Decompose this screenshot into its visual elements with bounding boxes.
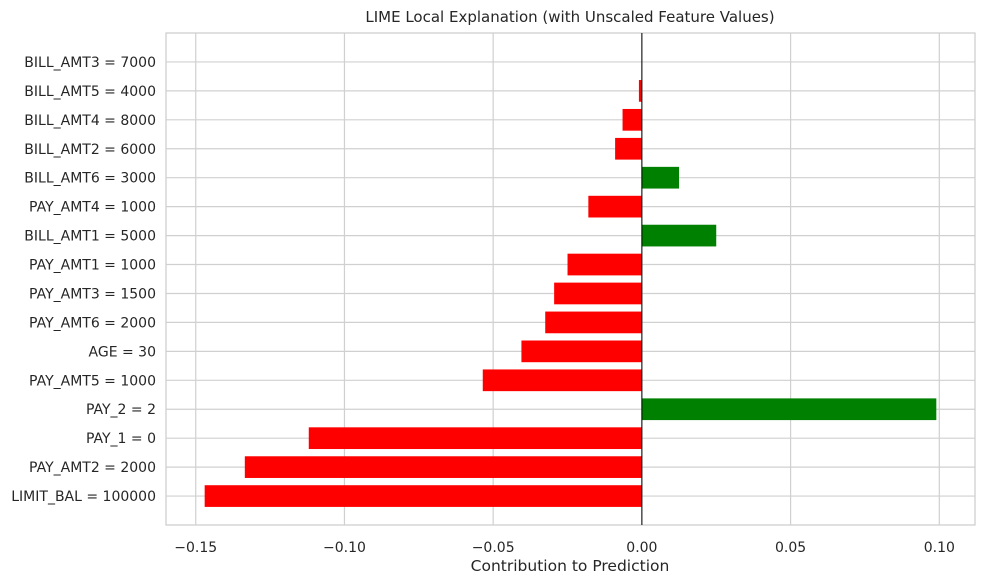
category-label: BILL_AMT6 = 3000: [24, 171, 156, 187]
bar: [204, 485, 642, 507]
bar: [244, 456, 642, 478]
bar: [641, 398, 937, 421]
x-tick-label: −0.15: [174, 540, 217, 556]
x-tick-label: 0.00: [626, 540, 657, 556]
category-label: BILL_AMT2 = 6000: [24, 142, 156, 158]
bar: [641, 224, 717, 247]
x-tick-labels: −0.15 −0.10 −0.05 0.00 0.05 0.10: [174, 540, 955, 556]
category-label: PAY_AMT1 = 1000: [29, 258, 156, 274]
plot-area: [165, 32, 976, 526]
x-tick-label: −0.05: [472, 540, 515, 556]
x-tick-label: 0.05: [775, 540, 806, 556]
category-label: PAY_2 = 2: [86, 402, 156, 418]
category-label: LIMIT_BAL = 100000: [11, 489, 156, 505]
bar: [545, 311, 642, 334]
bar: [521, 340, 642, 363]
x-tick-label: −0.10: [323, 540, 366, 556]
bar: [638, 80, 642, 102]
bar: [482, 369, 642, 392]
category-label: BILL_AMT4 = 8000: [24, 113, 156, 129]
category-label: PAY_AMT3 = 1500: [29, 286, 156, 302]
x-tick-label: 0.10: [924, 540, 955, 556]
category-label: PAY_AMT6 = 2000: [29, 315, 156, 331]
x-axis-label: Contribution to Prediction: [471, 557, 670, 575]
category-label: PAY_AMT2 = 2000: [29, 460, 156, 476]
category-labels: BILL_AMT3 = 7000 BILL_AMT5 = 4000 BILL_AMT…: [11, 55, 156, 505]
bar: [554, 282, 642, 305]
category-label: BILL_AMT1 = 5000: [24, 229, 156, 245]
bar: [308, 427, 642, 450]
bars: [204, 80, 937, 507]
category-label: AGE = 30: [89, 344, 156, 360]
bar: [615, 137, 642, 160]
category-label: PAY_AMT5 = 1000: [29, 373, 156, 389]
category-label: BILL_AMT5 = 4000: [24, 84, 156, 100]
category-label: PAY_1 = 0: [86, 431, 156, 447]
category-label: BILL_AMT3 = 7000: [24, 55, 156, 71]
bar: [641, 166, 680, 189]
bar: [567, 253, 642, 276]
chart-title: LIME Local Explanation (with Unscaled Fe…: [365, 8, 774, 26]
bar: [622, 108, 642, 131]
category-label: PAY_AMT4 = 1000: [29, 200, 156, 216]
bar: [588, 195, 642, 218]
